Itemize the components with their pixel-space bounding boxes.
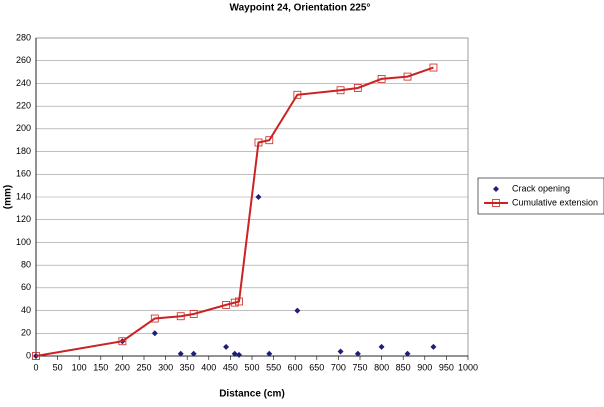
x-tick-label: 500	[244, 362, 259, 372]
line-marker	[336, 86, 345, 95]
x-tick-label: 650	[309, 362, 324, 372]
y-tick-label: 180	[16, 146, 31, 156]
x-tick-label: 750	[352, 362, 367, 372]
x-tick-label: 450	[223, 362, 238, 372]
legend-label: Crack opening	[512, 183, 570, 193]
line-marker	[353, 84, 362, 92]
scatter-point	[404, 350, 411, 357]
legend-box	[477, 177, 604, 215]
scatter-point	[337, 348, 344, 355]
x-tick-label: 250	[136, 362, 151, 372]
x-tick-label: 300	[158, 362, 173, 372]
x-tick-label: 100	[72, 362, 87, 372]
y-tick-label: 0	[26, 350, 31, 360]
legend-marker	[493, 186, 499, 192]
x-tick-label: 850	[396, 362, 411, 372]
x-axis-label: Distance (cm)	[219, 389, 285, 400]
y-tick-label: 200	[16, 123, 31, 133]
scatter-point	[177, 350, 184, 357]
x-tick-label: 600	[288, 362, 303, 372]
line-marker	[403, 72, 412, 81]
line-marker	[377, 74, 386, 83]
line-marker	[189, 310, 198, 318]
scatter-point	[294, 307, 301, 314]
line-marker	[32, 352, 40, 360]
scatter-point	[266, 350, 273, 357]
scatter-point	[378, 343, 385, 350]
line-marker	[265, 136, 274, 145]
scatter-point	[151, 330, 158, 337]
chart-title: Waypoint 24, Orientation 225°	[230, 3, 371, 14]
line-marker	[118, 337, 127, 346]
line-marker	[235, 297, 243, 306]
x-tick-label: 400	[201, 362, 216, 372]
y-tick-label: 20	[21, 328, 31, 338]
y-tick-label: 100	[16, 237, 31, 247]
x-tick-label: 350	[180, 362, 195, 372]
scatter-point	[430, 343, 437, 350]
scatter-point	[223, 343, 230, 350]
y-axis-label: (mm)	[3, 185, 14, 209]
series-line	[35, 66, 434, 357]
y-tick-label: 160	[16, 169, 31, 179]
x-tick-label: 150	[93, 362, 108, 372]
x-tick-label: 0	[33, 362, 38, 372]
scatter-point	[354, 350, 361, 357]
y-tick-label: 140	[16, 191, 31, 201]
legend-marker	[492, 199, 500, 207]
y-tick-label: 60	[21, 282, 31, 292]
legend-label: Cumulative extension	[512, 197, 598, 207]
y-tick-label: 80	[21, 260, 31, 270]
x-tick-label: 50	[53, 362, 63, 372]
scatter-point	[190, 350, 197, 357]
line-marker	[222, 300, 230, 309]
line-marker	[230, 298, 239, 307]
y-tick-label: 40	[21, 305, 31, 315]
x-tick-label: 550	[266, 362, 281, 372]
scatter-point	[255, 194, 262, 200]
line-marker	[254, 138, 263, 147]
line-marker	[150, 314, 159, 323]
x-tick-label: 700	[331, 362, 346, 372]
line-marker	[293, 90, 302, 99]
y-tick-label: 280	[16, 32, 31, 42]
x-tick-label: 200	[115, 362, 130, 372]
x-tick-label: 950	[439, 362, 454, 372]
scatter-point	[236, 351, 243, 358]
line-marker	[429, 63, 438, 72]
y-tick-label: 240	[16, 78, 31, 88]
line-marker	[176, 312, 185, 321]
y-tick-label: 120	[16, 214, 31, 224]
x-tick-label: 1000	[458, 362, 478, 372]
scatter-point	[231, 350, 238, 357]
y-tick-label: 260	[16, 55, 31, 65]
y-tick-label: 220	[16, 101, 31, 111]
x-tick-label: 800	[374, 362, 389, 372]
x-tick-label: 900	[417, 362, 432, 372]
